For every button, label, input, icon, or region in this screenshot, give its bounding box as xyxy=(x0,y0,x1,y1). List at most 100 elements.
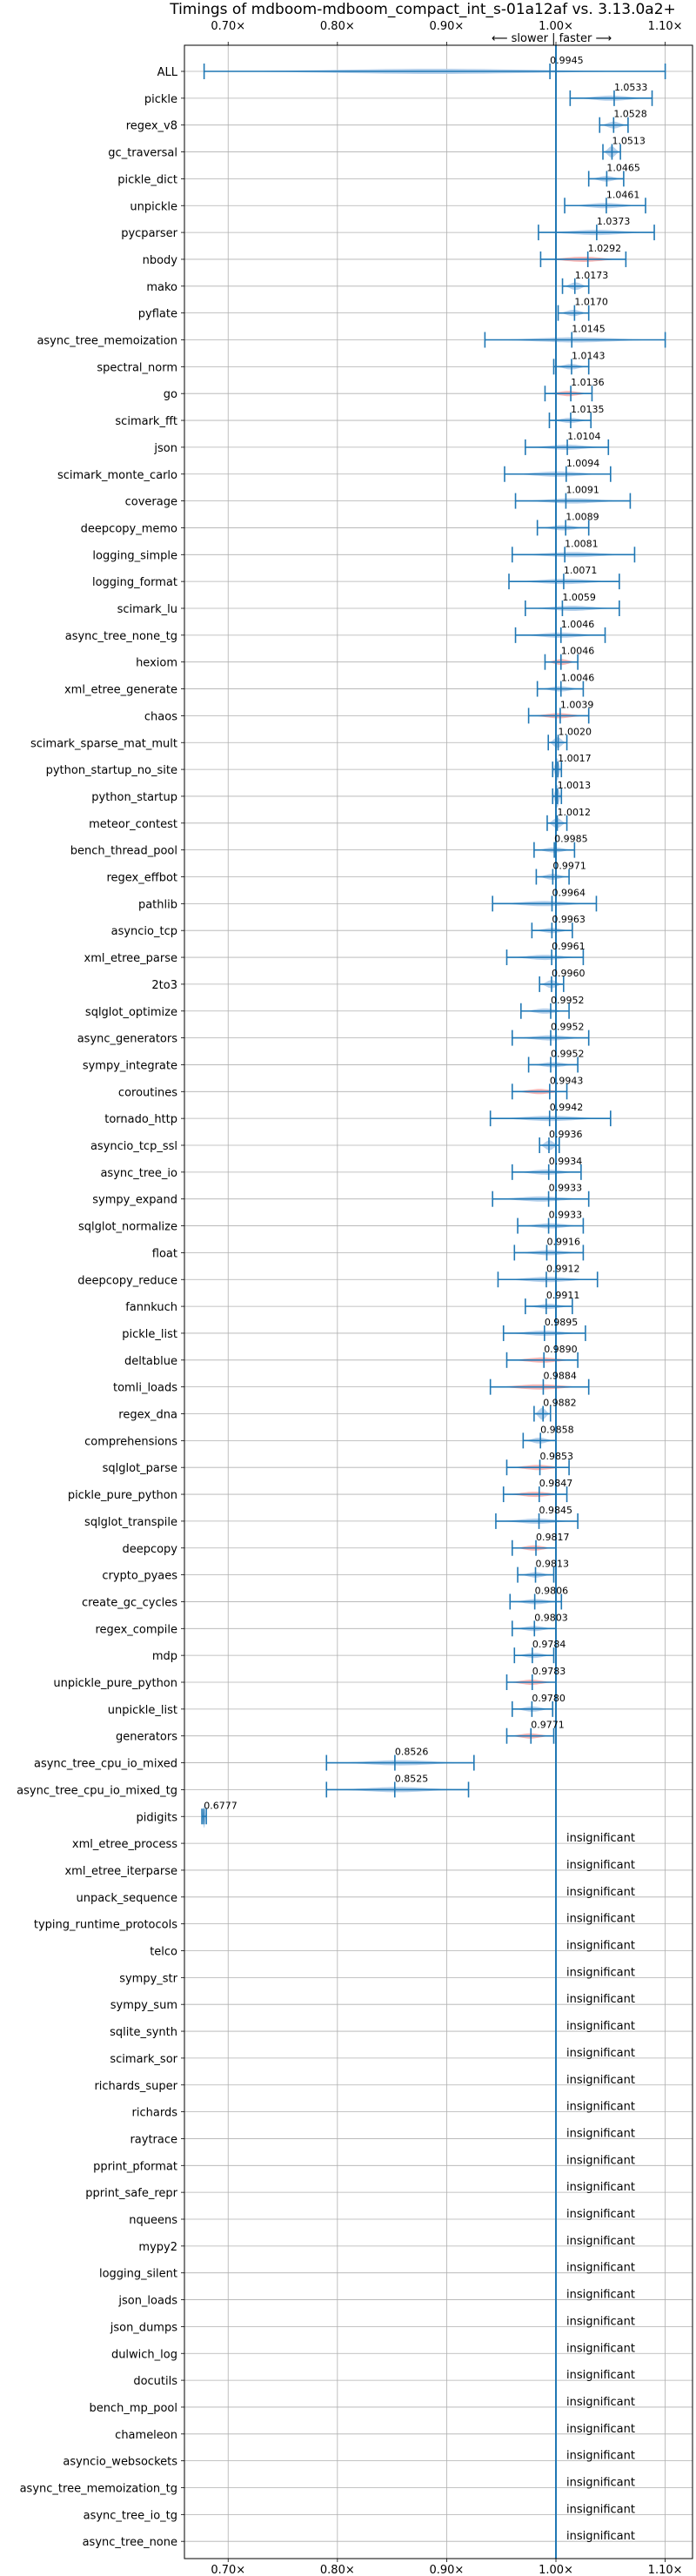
benchmark-label: logging_silent xyxy=(99,2268,177,2281)
mean-value-label: 0.9912 xyxy=(546,1263,580,1274)
x-tick-label-top: 1.00× xyxy=(539,20,573,33)
mean-value-label: 1.0292 xyxy=(588,243,622,254)
benchmark-label: gc_traversal xyxy=(108,147,177,160)
benchmark-label: mako xyxy=(146,281,177,294)
violin-layer xyxy=(201,45,666,2559)
mean-value-label: 1.0145 xyxy=(572,324,606,335)
x-tick-label-bottom: 1.10× xyxy=(648,2564,683,2576)
mean-value-label: 0.9971 xyxy=(552,861,586,872)
benchmark-label: telco xyxy=(150,1946,177,1959)
benchmark-label: pprint_safe_repr xyxy=(85,2187,177,2200)
mean-value-label: 0.9960 xyxy=(552,968,586,979)
mean-value-label: 0.9952 xyxy=(551,1022,585,1033)
mean-value-label: 1.0170 xyxy=(574,297,608,308)
benchmark-label: 2to3 xyxy=(151,979,177,992)
insignificant-label: insignificant xyxy=(566,2127,635,2140)
benchmark-label: unpickle xyxy=(130,200,177,213)
x-tick-label-top: 0.80× xyxy=(320,20,355,33)
mean-value-label: 0.9895 xyxy=(545,1317,579,1328)
benchmark-label: fannkuch xyxy=(125,1301,177,1314)
insignificant-label: insignificant xyxy=(566,1859,635,1872)
insignificant-label: insignificant xyxy=(566,1940,635,1953)
benchmark-label: deepcopy xyxy=(122,1543,177,1556)
mean-value-label: 1.0081 xyxy=(565,538,599,549)
benchmark-label: coroutines xyxy=(118,1086,177,1099)
insignificant-label: insignificant xyxy=(566,1966,635,1979)
grid-layer xyxy=(181,42,693,2562)
mean-value-label: 1.0071 xyxy=(564,565,598,576)
benchmark-label: regex_effbot xyxy=(106,872,177,885)
mean-value-label: 0.9817 xyxy=(536,1532,570,1543)
mean-value-label: 0.9916 xyxy=(546,1236,580,1247)
mean-value-label: 1.0046 xyxy=(561,619,595,630)
benchmark-label: scimark_sparse_mat_mult xyxy=(30,737,177,750)
insignificant-label: insignificant xyxy=(566,2154,635,2167)
insignificant-label: insignificant xyxy=(566,1832,635,1845)
benchmark-label: xml_etree_process xyxy=(72,1838,177,1851)
benchmark-label: deepcopy_reduce xyxy=(77,1274,177,1287)
mean-value-label: 1.0020 xyxy=(559,726,592,737)
mean-value-label: 1.0136 xyxy=(571,377,605,388)
insignificant-label: insignificant xyxy=(566,2047,635,2060)
benchmark-label: scimark_sor xyxy=(110,2053,177,2066)
benchmark-label: async_tree_io xyxy=(100,1167,177,1180)
benchmark-label: sqlite_synth xyxy=(110,2026,177,2039)
benchmark-label: chameleon xyxy=(115,2429,177,2442)
benchmark-label: generators xyxy=(116,1731,177,1744)
benchmark-label: coverage xyxy=(125,496,177,509)
mean-value-label: 0.9964 xyxy=(552,887,586,898)
insignificant-label: insignificant xyxy=(566,2208,635,2221)
benchmark-label: nbody xyxy=(143,254,178,267)
mean-value-label: 1.0461 xyxy=(606,189,640,200)
benchmark-label: asyncio_websockets xyxy=(63,2456,177,2469)
mean-value-label: 0.9783 xyxy=(532,1666,566,1677)
benchmark-label: pickle xyxy=(144,93,177,106)
insignificant-label: insignificant xyxy=(566,2369,635,2382)
benchmark-label: sqlglot_parse xyxy=(103,1462,177,1475)
benchmark-label: nqueens xyxy=(129,2214,177,2227)
benchmark-label: regex_v8 xyxy=(126,120,177,133)
mean-value-label: 0.9945 xyxy=(550,55,584,66)
insignificant-label: insignificant xyxy=(566,2101,635,2114)
insignificant-label: insignificant xyxy=(566,2423,635,2436)
mean-value-label: 0.9936 xyxy=(549,1129,583,1140)
mean-value-label: 1.0528 xyxy=(613,109,647,120)
benchmark-label: xml_etree_iterparse xyxy=(64,1865,177,1878)
mean-value-label: 1.0039 xyxy=(560,699,594,710)
mean-value-label: 1.0533 xyxy=(614,82,648,93)
mean-value-label: 0.9847 xyxy=(539,1478,573,1489)
mean-value-label: 0.9934 xyxy=(549,1156,583,1167)
chart-title: Timings of mdboom-mdboom_compact_int_s-0… xyxy=(169,1,676,18)
benchmark-label: scimark_lu xyxy=(117,603,177,616)
mean-value-label: 0.6777 xyxy=(204,1800,238,1811)
plot-frame xyxy=(184,44,693,2559)
benchmark-label: sqlglot_normalize xyxy=(78,1221,177,1234)
benchmark-label: pickle_pure_python xyxy=(68,1489,177,1502)
benchmark-label: create_gc_cycles xyxy=(82,1596,177,1609)
mean-value-label: 0.9952 xyxy=(551,1048,585,1059)
mean-value-label: 1.0094 xyxy=(566,458,600,469)
benchmark-label: docutils xyxy=(133,2375,177,2388)
benchmark-label: logging_format xyxy=(92,576,177,589)
benchmark-label: pickle_dict xyxy=(117,173,177,186)
label-layer: 0.70× 0.70× 0.80× 0.80× 0.90× 0.90× 1.00× 1.00×… xyxy=(17,20,682,2576)
benchmark-label: xml_etree_parse xyxy=(84,952,177,965)
insignificant-label: insignificant xyxy=(566,2262,635,2275)
mean-value-label: 0.9933 xyxy=(549,1210,583,1221)
mean-value-label: 1.0135 xyxy=(571,404,605,415)
benchmark-label: python_startup_no_site xyxy=(46,764,177,777)
mean-value-label: 0.8525 xyxy=(395,1773,429,1784)
benchmark-label: go xyxy=(164,388,177,401)
mean-value-label: 1.0046 xyxy=(561,673,595,684)
insignificant-label: insignificant xyxy=(566,2342,635,2355)
mean-value-label: 0.9806 xyxy=(535,1585,569,1596)
insignificant-label: insignificant xyxy=(566,1993,635,2006)
mean-value-label: 1.0091 xyxy=(566,485,599,496)
benchmark-label: meteor_contest xyxy=(89,818,177,831)
mean-value-label: 1.0513 xyxy=(612,136,646,147)
benchmark-label: async_generators xyxy=(77,1033,178,1046)
benchmark-label: float xyxy=(152,1247,177,1260)
x-tick-label-top: 0.70× xyxy=(211,20,245,33)
benchmark-label: bench_mp_pool xyxy=(89,2402,177,2415)
mean-value-label: 0.9942 xyxy=(550,1102,584,1113)
